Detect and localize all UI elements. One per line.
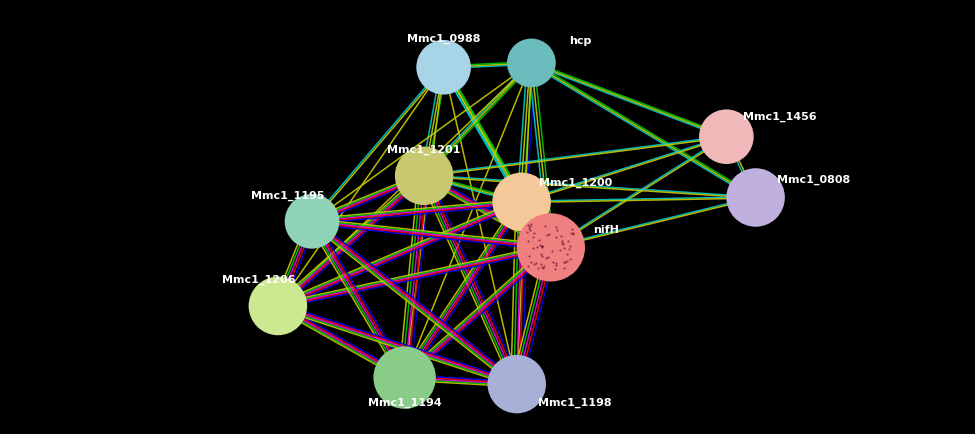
Ellipse shape: [395, 147, 453, 205]
Ellipse shape: [488, 355, 546, 413]
Text: Mmc1_1456: Mmc1_1456: [743, 112, 817, 122]
Text: Mmc1_1198: Mmc1_1198: [538, 398, 612, 408]
Ellipse shape: [517, 213, 585, 282]
Text: Mmc1_1194: Mmc1_1194: [368, 398, 442, 408]
Text: Mmc1_1201: Mmc1_1201: [387, 145, 461, 155]
Ellipse shape: [285, 194, 339, 249]
Text: Mmc1_1200: Mmc1_1200: [538, 178, 612, 188]
Text: Mmc1_1195: Mmc1_1195: [251, 191, 325, 201]
Ellipse shape: [249, 277, 307, 335]
Text: Mmc1_0808: Mmc1_0808: [777, 175, 851, 185]
Text: Mmc1_1206: Mmc1_1206: [221, 275, 295, 285]
Ellipse shape: [373, 346, 436, 409]
Text: nifH: nifH: [594, 225, 619, 235]
Ellipse shape: [492, 173, 551, 231]
Ellipse shape: [726, 168, 785, 227]
Ellipse shape: [507, 39, 556, 87]
Ellipse shape: [416, 40, 471, 95]
Ellipse shape: [699, 109, 754, 164]
Text: hcp: hcp: [569, 36, 591, 46]
Text: Mmc1_0988: Mmc1_0988: [407, 34, 481, 44]
